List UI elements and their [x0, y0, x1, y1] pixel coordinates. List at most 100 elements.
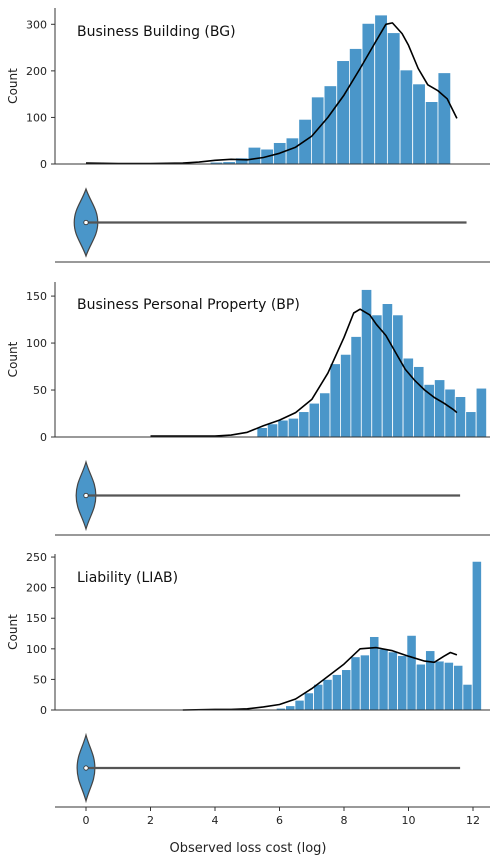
- x-tick-label: 4: [212, 814, 219, 827]
- histogram-bar: [359, 654, 370, 711]
- histogram-bar: [303, 692, 314, 711]
- y-ticks: 0 50 100 150 200 250: [26, 551, 55, 717]
- histogram-bar: [437, 72, 452, 165]
- y-tick-label: 150: [26, 290, 47, 303]
- histogram-bar: [462, 683, 473, 711]
- histogram-bar: [285, 137, 300, 165]
- histogram-bar: [413, 366, 425, 438]
- histogram-bar: [397, 655, 408, 711]
- histogram-bar: [350, 656, 361, 711]
- y-tick-label: 0: [40, 431, 47, 444]
- y-ticks: 0 100 200 300: [26, 18, 55, 171]
- y-tick-label: 100: [26, 337, 47, 350]
- x-axis-label: Observed loss cost (log): [170, 841, 327, 856]
- violin-median: [83, 492, 89, 499]
- y-tick-label: 200: [26, 65, 47, 78]
- y-tick-label: 100: [26, 643, 47, 656]
- histogram-bar: [433, 379, 446, 438]
- y-tick-label: 50: [33, 673, 47, 686]
- x-tick-label: 6: [276, 814, 283, 827]
- histogram-bar: [329, 363, 341, 438]
- violin-plot: [55, 187, 490, 263]
- x-tick-label: 2: [147, 814, 154, 827]
- kde-line: [85, 22, 458, 165]
- histogram-bar: [311, 96, 325, 165]
- histogram-bar: [285, 705, 296, 711]
- histogram-bar: [266, 423, 279, 438]
- y-tick-label: 100: [26, 111, 47, 124]
- y-axis-label: Count: [6, 68, 20, 104]
- y-tick-label: 50: [33, 384, 47, 397]
- histogram-bar: [331, 674, 342, 711]
- y-tick-label: 250: [26, 551, 47, 564]
- y-tick-label: 0: [40, 704, 47, 717]
- histogram-bar: [423, 383, 435, 438]
- histogram-bar: [319, 392, 331, 438]
- histogram-bar: [308, 402, 320, 438]
- kde-line: [150, 308, 458, 437]
- y-axis-label: Count: [6, 614, 20, 650]
- x-axis: 0 2 4 6 8 10 12 Observed loss cost (log): [83, 807, 480, 856]
- histogram-bar: [277, 419, 289, 438]
- histogram-bar: [323, 85, 338, 165]
- histogram-bars: [275, 560, 482, 711]
- y-tick-label: 200: [26, 582, 47, 595]
- histogram-bar: [361, 22, 376, 165]
- histogram-bar: [453, 664, 464, 711]
- panel-1: 0 100 200 300 Count Business Building (BG): [6, 8, 490, 263]
- violin-plot: [55, 732, 490, 808]
- panel-2: 0 50 100 150 Count Business Personal Property…: [6, 282, 490, 536]
- violin-plot: [55, 459, 490, 536]
- histogram-bar: [341, 669, 352, 711]
- kde-line: [182, 646, 458, 711]
- x-tick-labels: 0 2 4 6 8 10 12: [83, 807, 480, 827]
- histogram-bars: [209, 14, 452, 165]
- y-ticks: 0 50 100 150: [26, 290, 55, 444]
- histogram-bar: [471, 560, 482, 711]
- histogram-bar: [374, 14, 388, 165]
- histogram-bar: [336, 60, 350, 165]
- y-tick-label: 300: [26, 18, 47, 31]
- histogram-bar: [256, 427, 268, 438]
- histogram-bar: [399, 69, 414, 165]
- x-tick-label: 12: [466, 814, 480, 827]
- histogram-bar: [247, 146, 262, 165]
- x-tick-label: 8: [341, 814, 348, 827]
- histogram-bar: [350, 336, 362, 438]
- y-tick-label: 0: [40, 158, 47, 171]
- histogram-bar: [340, 353, 352, 438]
- histogram-bar: [443, 661, 454, 711]
- histogram-bar: [454, 396, 467, 438]
- histogram-bar: [392, 314, 404, 438]
- histogram-bar: [434, 660, 445, 711]
- histogram-bar: [313, 683, 324, 711]
- histogram-bar: [402, 357, 414, 438]
- histogram-bar: [298, 411, 310, 438]
- histogram-bar: [386, 32, 401, 165]
- panel-title: Liability (LIAB): [77, 570, 178, 586]
- histogram-bar: [444, 388, 456, 438]
- histogram-bar: [387, 651, 398, 711]
- panels: 0 100 200 300 Count Business Building (BG) 0 50…: [6, 8, 490, 808]
- y-tick-label: 150: [26, 612, 47, 625]
- histogram-bar: [294, 699, 305, 711]
- panel-title: Business Personal Property (BP): [77, 297, 300, 313]
- y-axis-label: Count: [6, 341, 20, 377]
- histogram-bar: [322, 679, 333, 711]
- histogram-bar: [378, 648, 389, 711]
- histogram-bar: [406, 634, 417, 711]
- histogram-bar: [371, 314, 383, 438]
- histogram-bar: [465, 411, 477, 438]
- histogram-bar: [381, 303, 394, 438]
- violin-median: [83, 765, 89, 771]
- histogram-bar: [425, 650, 436, 711]
- violin-median: [83, 219, 89, 226]
- histogram-bar: [415, 663, 426, 711]
- histogram-bar: [287, 417, 300, 438]
- panel-title: Business Building (BG): [77, 24, 236, 40]
- histogram-bar: [475, 387, 487, 438]
- histogram-bar: [349, 48, 363, 165]
- panel-3: 0 50 100 150 200 250 Count Liability (LIAB): [6, 551, 490, 808]
- x-tick-label: 0: [83, 814, 90, 827]
